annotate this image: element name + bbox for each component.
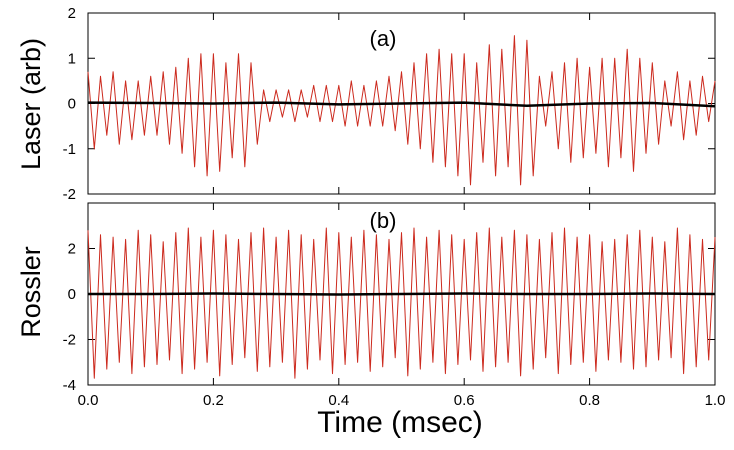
y-tick-label: 1 [68, 50, 76, 67]
panel-b: -4 -2 0 2 0.0 0.2 0.4 0.6 0.8 1.0 (b) Rossler Ti… [16, 202, 726, 439]
panel-b-x-ticks: 0.0 0.2 0.4 0.6 0.8 1.0 [78, 203, 726, 409]
x-axis-title: Time (msec) [317, 406, 483, 439]
x-tick-label: 0.6 [454, 392, 475, 409]
x-tick-label: 1.0 [705, 392, 726, 409]
panel-a-y-ticks: -2 -1 0 1 2 [63, 5, 715, 203]
series-line-red [87, 227, 716, 379]
panel-a-x-ticks [87, 13, 716, 194]
series-line-black [88, 292, 716, 296]
panel-b-y-axis-title: Rossler [16, 246, 46, 338]
x-tick-label: 0.0 [78, 392, 99, 409]
series-line-red [87, 35, 716, 186]
panel-a: -2 -1 0 1 2 (a) Laser (arb) [16, 5, 716, 203]
x-tick-label: 0.4 [328, 392, 349, 409]
x-tick-label: 0.2 [203, 392, 224, 409]
x-tick-label: 0.8 [579, 392, 600, 409]
y-tick-label: 0 [68, 96, 76, 113]
y-tick-label: 0 [68, 286, 76, 303]
y-tick-label: 2 [68, 241, 76, 258]
panel-a-series [87, 35, 716, 186]
y-tick-label: -2 [63, 186, 76, 203]
panel-b-y-ticks: -4 -2 0 2 [63, 241, 715, 394]
series-line-black [87, 101, 716, 108]
y-tick-label: -4 [63, 377, 76, 394]
y-tick-label: -2 [63, 332, 76, 349]
panel-b-series [87, 227, 716, 379]
panel-b-label: (b) [370, 208, 397, 233]
panel-a-y-axis-title: Laser (arb) [16, 38, 46, 170]
y-tick-label: 2 [68, 5, 76, 22]
y-tick-label: -1 [63, 141, 76, 158]
panel-a-label: (a) [370, 26, 397, 51]
